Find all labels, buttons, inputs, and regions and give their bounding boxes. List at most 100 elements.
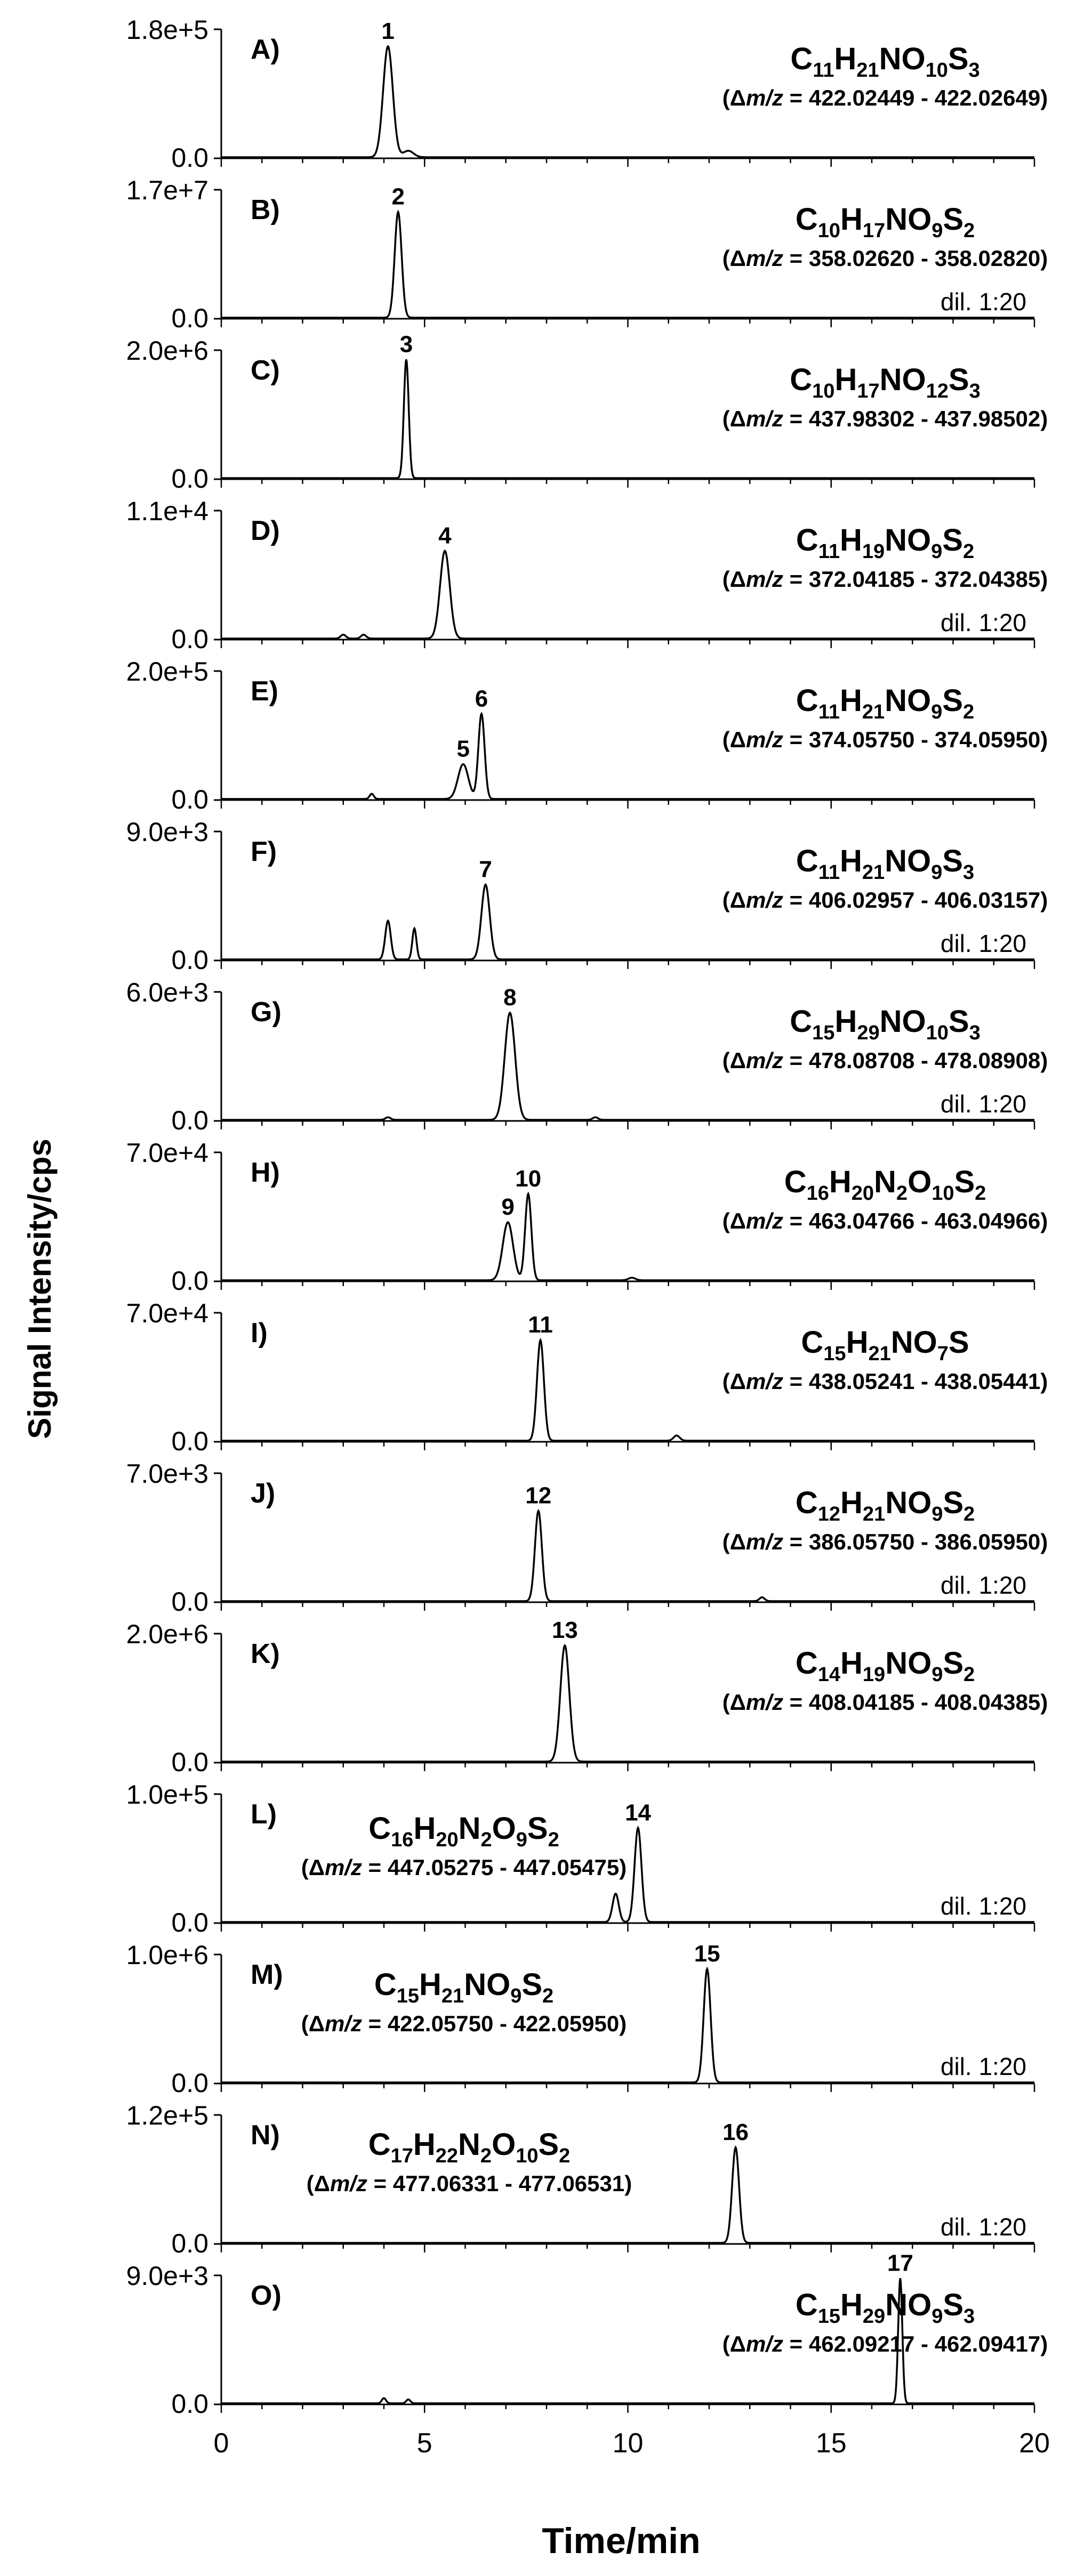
panel-k: 2.0e+6 0.0 K) 13 C14H19NO9S2 (Δm/z = 408.0418… (126, 1617, 1048, 1777)
panel-label: C) (251, 355, 280, 386)
chromatogram-panels: 1.8e+5 0.0 A) 1 C11H21NO10S3 (Δm/z = 422.0244… (126, 15, 1048, 2419)
y-max-tick-label: 2.0e+6 (126, 1619, 208, 1649)
chromatogram-trace (221, 1011, 1034, 1121)
mz-range: (Δm/z = 386.05750 - 386.05950) (722, 1529, 1048, 1554)
panel-c: 2.0e+6 0.0 C) 3 C10H17NO12S3 (Δm/z = 437.9830… (126, 331, 1048, 494)
panel-label: K) (251, 1638, 280, 1669)
y-max-tick-label: 6.0e+3 (126, 978, 208, 1007)
panel-label: G) (251, 997, 282, 1028)
y-min-tick-label: 0.0 (171, 2389, 208, 2419)
peak-label: 4 (438, 522, 452, 548)
dilution-note: dil. 1:20 (941, 609, 1026, 636)
panel-o: 9.0e+3 0.0 O) 17 C15H29NO9S3 (Δm/z = 462.0921… (126, 2250, 1048, 2419)
panel-h: 7.0e+4 0.0 H) 910 C16H20N2O10S2 (Δm/z = 463.0… (126, 1138, 1048, 1296)
chromatogram-trace (221, 1191, 1034, 1281)
mz-range: (Δm/z = 406.02957 - 406.03157) (722, 887, 1048, 912)
dilution-note: dil. 1:20 (941, 930, 1026, 957)
molecular-formula: C14H19NO9S2 (796, 1646, 975, 1686)
y-max-tick-label: 1.0e+5 (126, 1780, 208, 1810)
peak-label: 16 (722, 2119, 749, 2145)
molecular-formula: C11H21NO9S3 (796, 844, 974, 884)
y-min-tick-label: 0.0 (171, 785, 208, 814)
panel-d: 1.1e+4 0.0 D) 4 C11H19NO9S2 (Δm/z = 372.04185… (126, 496, 1048, 654)
mz-range: (Δm/z = 447.05275 - 447.05475) (301, 1855, 627, 1880)
peak-label: 11 (528, 1312, 553, 1338)
y-max-tick-label: 9.0e+3 (126, 2261, 208, 2291)
panel-label: B) (251, 195, 280, 225)
dilution-note: dil. 1:20 (941, 1892, 1026, 1920)
molecular-formula: C10H17NO12S3 (790, 362, 980, 402)
chromatogram-trace (221, 549, 1034, 640)
molecular-formula: C16H20N2O10S2 (784, 1165, 986, 1205)
panel-label: E) (251, 676, 278, 707)
dilution-note: dil. 1:20 (941, 2213, 1026, 2241)
y-max-tick-label: 7.0e+3 (126, 1459, 208, 1489)
chromatogram-trace (221, 2278, 1034, 2404)
y-min-tick-label: 0.0 (171, 1747, 208, 1777)
chromatogram-trace (221, 359, 1034, 479)
y-min-tick-label: 0.0 (171, 2228, 208, 2258)
peak-label: 12 (525, 1483, 551, 1509)
molecular-formula: C11H19NO9S2 (796, 523, 974, 563)
panel-a: 1.8e+5 0.0 A) 1 C11H21NO10S3 (Δm/z = 422.0244… (126, 15, 1048, 173)
peak-label: 5 (456, 736, 469, 762)
dilution-note: dil. 1:20 (941, 2053, 1026, 2080)
chromatogram-trace (221, 1337, 1034, 1442)
x-tick-label: 0 (214, 2428, 229, 2459)
dilution-note: dil. 1:20 (941, 1571, 1026, 1599)
peak-label: 1 (381, 18, 394, 44)
peak-label: 3 (400, 331, 413, 357)
molecular-formula: C10H17NO9S2 (796, 202, 975, 242)
y-max-tick-label: 7.0e+4 (126, 1138, 208, 1168)
y-max-tick-label: 7.0e+4 (126, 1298, 208, 1328)
mz-range: (Δm/z = 462.09217 - 462.09417) (722, 2331, 1048, 2356)
chromatogram-trace (221, 883, 1034, 960)
mz-range: (Δm/z = 463.04766 - 463.04966) (722, 1208, 1048, 1233)
mz-range: (Δm/z = 358.02620 - 358.02820) (722, 246, 1048, 271)
chromatogram-trace (221, 1508, 1034, 1602)
peak-label: 9 (501, 1194, 514, 1220)
y-max-tick-label: 1.2e+5 (126, 2101, 208, 2130)
panel-j: 7.0e+3 0.0 J) 12 C12H21NO9S2 (Δm/z = 386.0575… (126, 1459, 1048, 1617)
molecular-formula: C15H29NO9S3 (796, 2288, 975, 2328)
panel-label: H) (251, 1157, 280, 1188)
panel-label: A) (251, 34, 280, 65)
y-max-tick-label: 9.0e+3 (126, 817, 208, 847)
y-min-tick-label: 0.0 (171, 624, 208, 654)
y-min-tick-label: 0.0 (171, 303, 208, 333)
panel-n: 1.2e+5 0.0 N) 16 C17H22N2O10S2 (Δm/z = 477.06… (126, 2101, 1035, 2258)
mz-range: (Δm/z = 477.06331 - 477.06531) (307, 2171, 632, 2196)
panel-e: 2.0e+5 0.0 E) 56 C11H21NO9S2 (Δm/z = 374.0575… (126, 657, 1048, 814)
mz-range: (Δm/z = 478.08708 - 478.08908) (722, 1048, 1048, 1073)
y-min-tick-label: 0.0 (171, 143, 208, 173)
chromatogram-trace (221, 1644, 1034, 1763)
panel-label: I) (251, 1318, 268, 1348)
molecular-formula: C15H21NO9S2 (374, 1967, 553, 2007)
y-min-tick-label: 0.0 (171, 2068, 208, 2098)
peak-label: 13 (552, 1617, 578, 1643)
molecular-formula: C15H21NO7S (801, 1325, 969, 1365)
x-tick-label: 20 (1019, 2428, 1050, 2459)
panel-label: F) (251, 836, 277, 867)
panel-label: J) (251, 1478, 275, 1509)
peak-label: 10 (515, 1166, 541, 1192)
x-tick-label: 15 (816, 2428, 847, 2459)
mz-range: (Δm/z = 374.05750 - 374.05950) (722, 727, 1048, 752)
mz-range: (Δm/z = 437.98302 - 437.98502) (722, 406, 1048, 431)
dilution-note: dil. 1:20 (941, 288, 1026, 316)
y-min-tick-label: 0.0 (171, 464, 208, 494)
x-axis: 0 5 10 15 20 (214, 2428, 1050, 2459)
x-axis-label: Time/min (542, 2521, 700, 2561)
mz-range: (Δm/z = 372.04185 - 372.04385) (722, 567, 1048, 592)
chromatogram-trace (221, 209, 1034, 319)
molecular-formula: C15H29NO10S3 (790, 1004, 980, 1044)
chromatogram-trace (221, 1966, 1034, 2084)
chromatogram-trace (221, 712, 1034, 800)
molecular-formula: C11H21NO9S2 (796, 683, 974, 723)
y-max-tick-label: 1.1e+4 (126, 496, 208, 526)
panel-l: 1.0e+5 0.0 L) 14 C16H20N2O9S2 (Δm/z = 447.052… (126, 1780, 1035, 1937)
panel-label: M) (251, 1959, 283, 1990)
molecular-formula: C11H21NO10S3 (790, 42, 979, 82)
y-min-tick-label: 0.0 (171, 1266, 208, 1296)
